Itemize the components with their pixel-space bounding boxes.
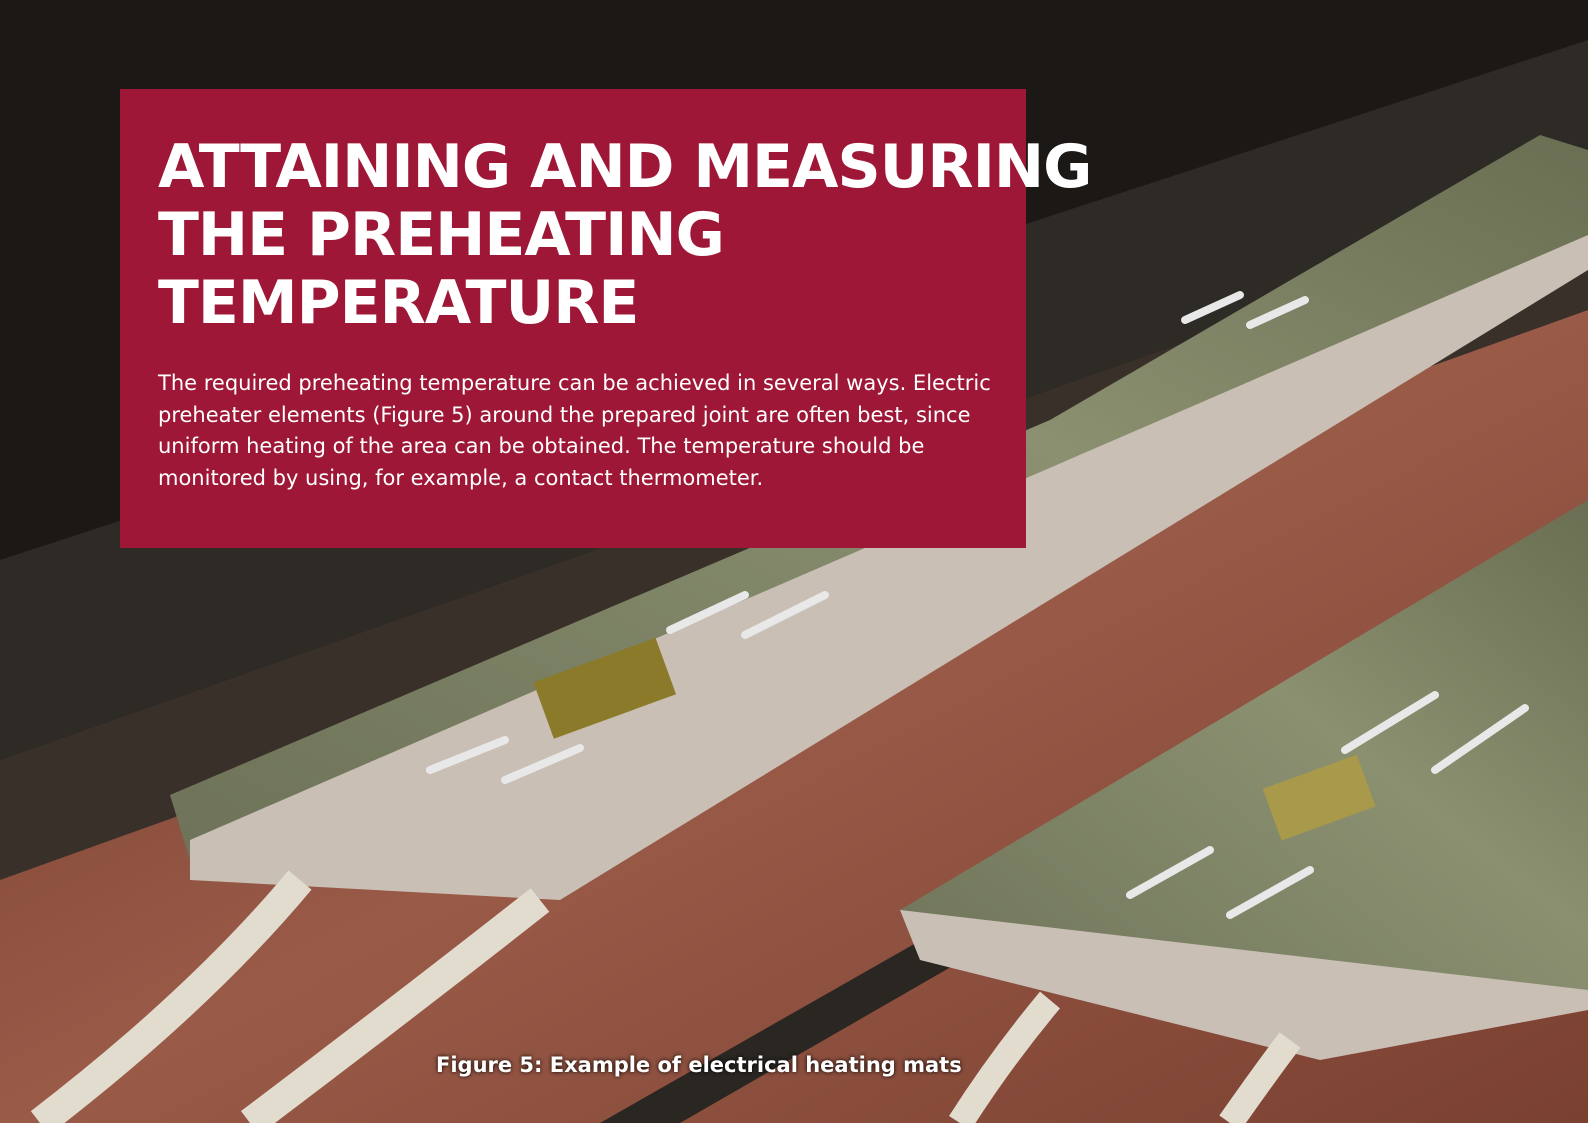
heading: ATTAINING AND MEASURING THE PREHEATING T…	[158, 132, 1092, 338]
body-text: The required preheating temperature can …	[158, 368, 991, 494]
text-panel: ATTAINING AND MEASURING THE PREHEATING T…	[120, 89, 1092, 548]
heading-line: ATTAINING AND MEASURING	[158, 132, 1092, 202]
body-line: monitored by using, for example, a conta…	[158, 465, 764, 490]
heading-line: TEMPERATURE	[158, 268, 639, 338]
body-line: The required preheating temperature can …	[158, 371, 991, 395]
body-line: uniform heating of the area can be obtai…	[158, 434, 925, 458]
figure-caption: Figure 5: Example of electrical heating …	[436, 1053, 962, 1077]
body-line: preheater elements (Figure 5) around the…	[158, 402, 971, 427]
heading-line: THE PREHEATING	[158, 200, 725, 270]
